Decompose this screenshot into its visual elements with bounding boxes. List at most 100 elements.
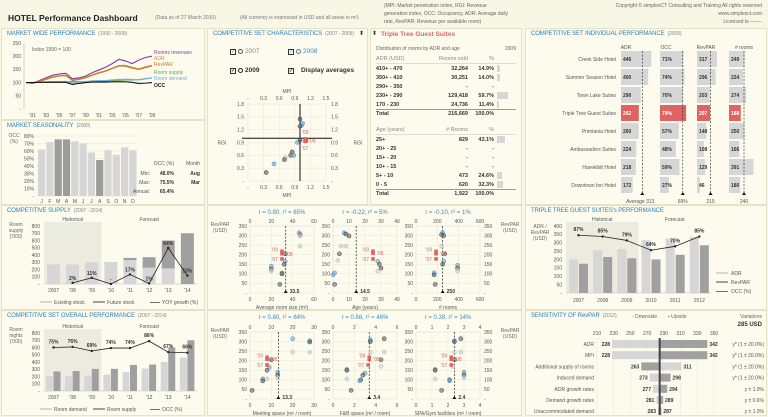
average-label: 69% — [678, 199, 689, 205]
circle-icon — [296, 49, 301, 54]
website-link[interactable]: www.simplexct.com — [718, 11, 762, 17]
x-tick-label: 0 — [249, 403, 252, 409]
checkbox-2008[interactable]: ✓ 2008 — [288, 48, 317, 55]
y-tick-label: 20% — [24, 179, 35, 185]
legend-label: Room demand — [54, 407, 87, 413]
axis-tick-label: 350 — [710, 331, 719, 337]
triple-tree-year-label: '08 — [309, 138, 316, 144]
checkbox-checked-icon[interactable]: ✓ — [230, 67, 236, 74]
y-tick-label: - — [38, 389, 40, 395]
x-tick-label: '10 — [108, 395, 115, 401]
variation-label: y ± 1.0% — [745, 409, 765, 415]
panel-title: COMPETITIVE SET INDIVIDUAL PERFORMANCE (2… — [531, 31, 682, 37]
low-value: 228 — [602, 353, 611, 359]
hotel-point — [297, 123, 303, 129]
historical-label: Historical — [592, 217, 613, 223]
percent-bar-track — [497, 101, 516, 108]
adr-bar — [617, 249, 627, 293]
forecast-label: Forecast — [139, 324, 159, 330]
tt-performance-panel: - 50 100 150 200 250 300 350 400 Historical Foreca… — [525, 205, 767, 310]
y-tick-label: 10% — [24, 186, 35, 192]
x-tick-label: 20 — [290, 403, 296, 409]
value-cell: # Rooms — [445, 127, 468, 133]
panel-title: SENSITIVITY OF RevPAR (2012) — [531, 313, 617, 319]
stats-label: Min: — [141, 171, 150, 177]
yoy-label: 15% — [182, 269, 193, 275]
x-tick-label: 0 — [415, 403, 418, 409]
average-marker — [283, 290, 288, 293]
room-demand-bar — [84, 375, 92, 391]
average-marker — [680, 192, 685, 195]
spinner-icon[interactable]: ⬍ — [358, 31, 364, 37]
hotel-point — [381, 349, 387, 355]
y-tick-label: 50 — [241, 281, 247, 287]
x-tick-label: '93 — [43, 113, 50, 119]
x-tick-label: '05 — [122, 113, 129, 119]
triple-tree-year-label: '07 — [441, 363, 448, 369]
month-label: N — [123, 199, 127, 205]
triple-tree-year-label: '09 — [257, 353, 264, 359]
spinner-icon[interactable]: ⬍ — [372, 31, 378, 37]
downside-bar — [652, 384, 660, 393]
correlation-label: r = 0.80, r² = 64% — [259, 315, 306, 321]
y-tick-label: 250 — [239, 349, 248, 355]
x-tick-label: '12 — [146, 288, 153, 294]
hotel-point — [277, 282, 283, 287]
high-value: 311 — [683, 364, 691, 370]
checkbox-checked-icon[interactable]: ✓ — [288, 67, 294, 74]
y-tick-label: 100 — [405, 378, 414, 384]
low-value: 273 — [639, 376, 648, 382]
y-tick-label-right: 50 — [484, 387, 490, 393]
y-tick-label-right: 300 — [484, 339, 493, 345]
average-label: 215 — [706, 199, 715, 205]
y-tick-label-right: 350 — [484, 330, 493, 336]
checkbox-2007[interactable]: ✓ 2007 — [230, 48, 259, 55]
dashboard-title: HOTEL Performance Dashboard — [8, 13, 138, 23]
hotel-point — [432, 367, 438, 373]
period: (2012) — [602, 313, 617, 319]
hotel-point — [282, 157, 287, 162]
range-cell: 10+ - 15 — [376, 163, 397, 170]
y-tick-label: 150 — [239, 368, 248, 374]
x-tick-label: 4 — [374, 403, 377, 409]
checkbox-checked-icon[interactable]: ✓ — [288, 48, 294, 55]
metric-value: 108 — [699, 147, 708, 153]
hotel-point — [263, 170, 269, 175]
x-tick-label-top: 40 — [290, 219, 296, 225]
hotel-point — [442, 251, 448, 257]
y-tick-label: 800 — [32, 331, 41, 337]
yoy-point — [147, 282, 151, 285]
y-tick-label: 350 — [322, 224, 331, 230]
triple-tree-year-label: '09 — [302, 130, 309, 136]
occ-label: 79% — [622, 232, 633, 238]
y-tick-label: 100 — [239, 272, 248, 278]
checkbox-checked-icon[interactable]: ✓ — [230, 48, 236, 55]
overall-performance-panel: -100 200 300 400 500 600 700 800 Historical Forec… — [1, 310, 205, 416]
legend-label: RevPAR — [731, 280, 750, 286]
average-label: 14.5 — [360, 289, 370, 295]
adr-total-row: Total 216,669 100.0% — [376, 109, 516, 118]
variations-header: Variations — [740, 314, 762, 320]
x-tick-label: '08 — [69, 288, 76, 294]
room-demand-bar — [46, 376, 53, 391]
occ-label: 69% — [87, 343, 98, 349]
metric-value: 48% — [662, 147, 673, 153]
occ-point — [109, 346, 113, 350]
copyright-text: Copyright © simplexCT Consulting and Tra… — [615, 3, 762, 9]
definition-line: (MPI: Market penetration index, RGI: Rev… — [384, 3, 487, 9]
hotel-point — [458, 336, 464, 342]
checkbox-2009[interactable]: ✓ 2009 — [230, 67, 259, 74]
y-tick-label: 100 — [322, 272, 331, 278]
triple-tree-point — [367, 355, 372, 360]
value-cell: Rooms sold — [438, 56, 468, 62]
distribution-year: 2009 — [504, 46, 516, 52]
month-label: F — [48, 199, 51, 205]
forecast-label: Forecast — [665, 217, 685, 223]
range-cell: 5+ - 10 — [376, 172, 394, 179]
y-tick-label: 200 — [239, 359, 248, 365]
individual-performance-bars: ADR OCC RevPAR # rooms Creek Side Hotel 446 71… — [562, 45, 753, 205]
factor-label: Additional supply of rooms — [535, 364, 594, 370]
checkbox-display-averages[interactable]: ✓ Display averages — [288, 67, 354, 74]
age-row: 15+ - 20 - - — [376, 153, 516, 162]
y-axis-label: Room nights ('000) — [9, 327, 23, 345]
